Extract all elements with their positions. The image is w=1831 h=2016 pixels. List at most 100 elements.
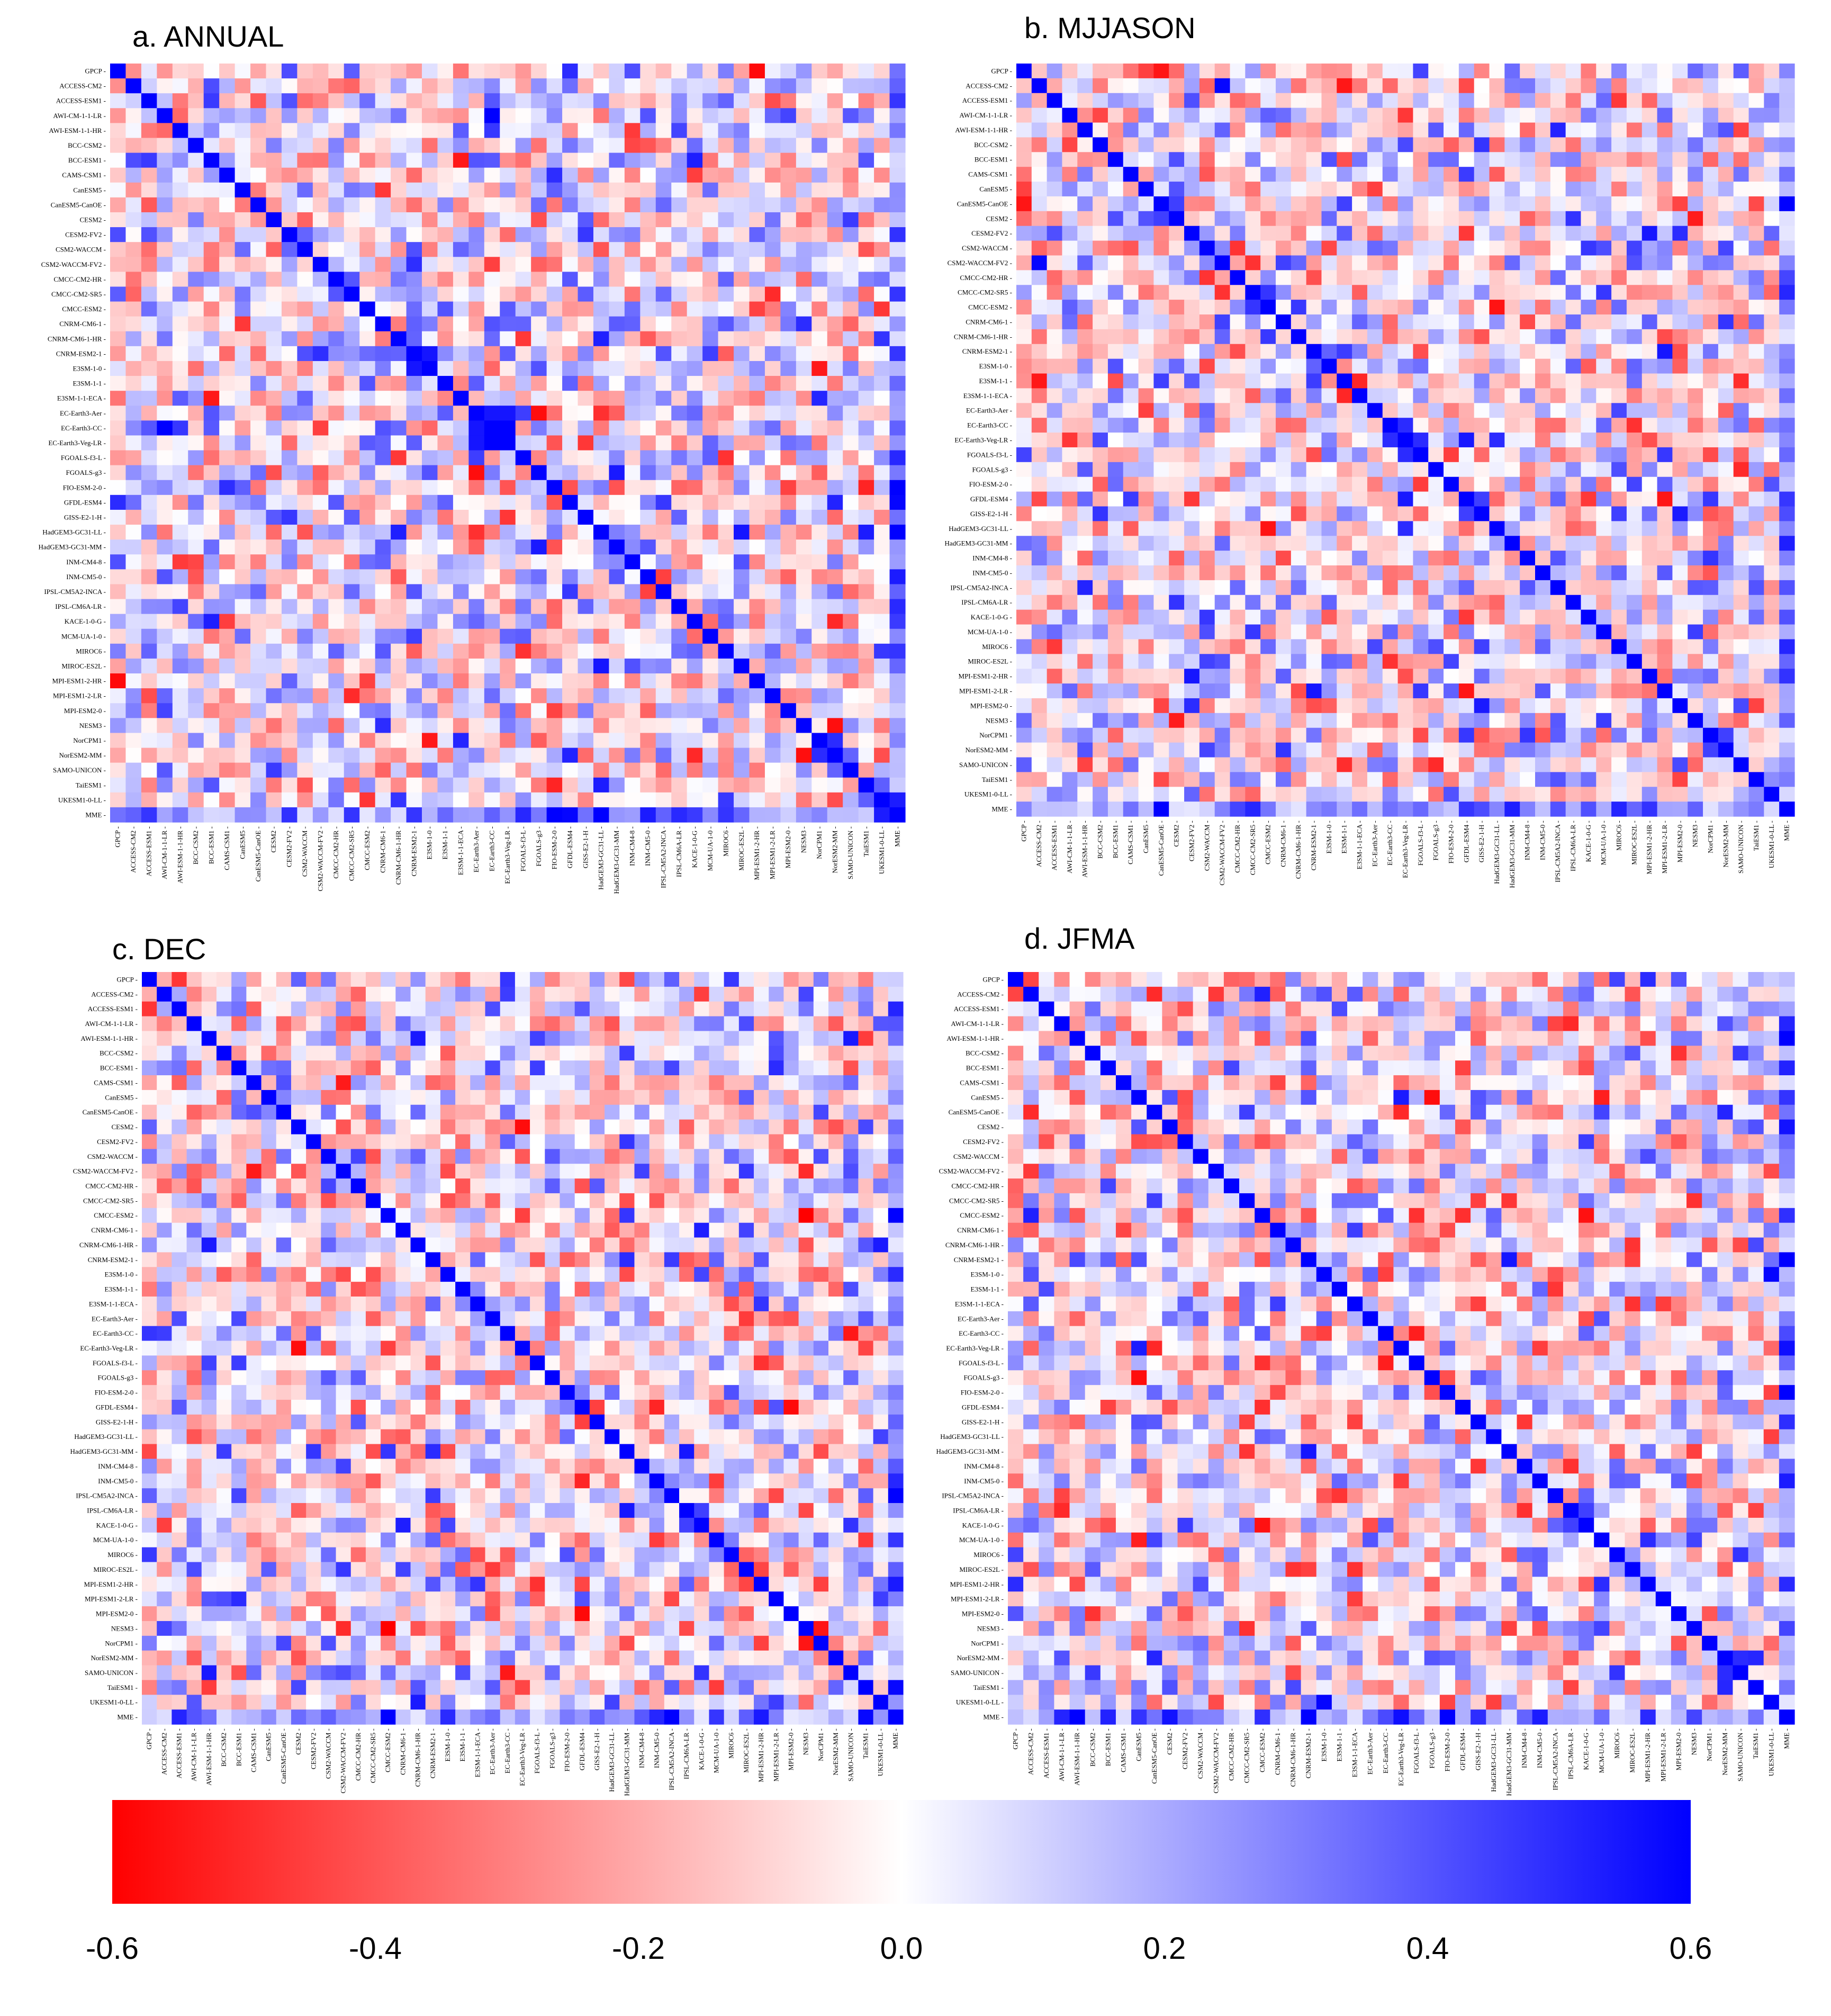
heatmap-cell	[1550, 551, 1566, 566]
heatmap-cell	[1764, 182, 1780, 197]
heatmap-cell	[157, 64, 173, 79]
heatmap-cell	[1688, 240, 1703, 256]
heatmap-cell	[1093, 137, 1108, 152]
heatmap-cell	[1611, 226, 1627, 241]
heatmap-cell	[827, 391, 843, 406]
heatmap-cell	[203, 152, 220, 168]
heatmap-cell	[1245, 182, 1261, 197]
heatmap-cell	[188, 152, 204, 168]
heatmap-cell	[1016, 182, 1032, 197]
heatmap-cell	[1703, 565, 1719, 581]
heatmap-cell	[1138, 580, 1154, 596]
heatmap-cell	[141, 599, 157, 615]
heatmap-cell	[1733, 314, 1749, 330]
heatmap-cell	[1093, 196, 1108, 212]
heatmap-cell	[562, 525, 579, 540]
heatmap-cell	[1260, 609, 1276, 625]
heatmap-cell	[1382, 64, 1399, 79]
heatmap-cell	[344, 718, 360, 734]
heatmap-cell	[889, 688, 906, 704]
heatmap-cell	[609, 331, 625, 347]
heatmap-cell	[889, 346, 906, 362]
heatmap-cell	[1504, 300, 1520, 315]
heatmap-cell	[1123, 521, 1139, 536]
heatmap-cell	[1596, 78, 1612, 94]
heatmap-cell	[484, 554, 500, 570]
heatmap-cell	[281, 376, 298, 391]
heatmap-cell	[1184, 683, 1200, 699]
x-tick-label: GPCP -	[114, 826, 122, 848]
heatmap-cell	[1489, 521, 1505, 536]
heatmap-cell	[266, 227, 282, 242]
heatmap-cell	[843, 138, 859, 154]
heatmap-cell	[1458, 609, 1475, 625]
heatmap-cell	[1321, 270, 1337, 285]
heatmap-cell	[1382, 595, 1399, 610]
heatmap-cell	[1596, 580, 1612, 596]
heatmap-cell	[1291, 433, 1307, 448]
heatmap-cell	[250, 123, 267, 139]
heatmap-cell	[734, 272, 750, 287]
heatmap-cell	[764, 301, 781, 317]
heatmap-cell	[500, 599, 516, 615]
heatmap-cell	[1184, 654, 1200, 669]
heatmap-cell	[734, 688, 750, 704]
heatmap-cell	[468, 628, 485, 644]
heatmap-cell	[484, 406, 500, 421]
heatmap-cell	[1444, 462, 1459, 478]
heatmap-cell	[125, 703, 142, 718]
heatmap-cell	[219, 78, 236, 94]
heatmap-cell	[312, 316, 329, 332]
heatmap-cell	[562, 93, 579, 109]
heatmap-cell	[1611, 270, 1627, 285]
heatmap-cell	[1291, 698, 1307, 714]
heatmap-cell	[500, 673, 516, 689]
heatmap-cell	[453, 792, 469, 808]
heatmap-cell	[1444, 226, 1459, 241]
heatmap-cell	[624, 242, 641, 257]
heatmap-cell	[515, 807, 531, 823]
heatmap-cell	[1535, 418, 1551, 433]
heatmap-cell	[312, 197, 329, 213]
x-tick-label: FGOALS-g3 -	[535, 826, 543, 866]
heatmap-cell	[1504, 93, 1520, 109]
heatmap-cell	[1153, 285, 1169, 300]
heatmap-cell	[1428, 491, 1444, 507]
heatmap-cell	[1352, 433, 1368, 448]
heatmap-cell	[671, 138, 688, 154]
heatmap-cell	[437, 599, 454, 615]
heatmap-cell	[1550, 403, 1566, 418]
heatmap-cell	[1413, 609, 1429, 625]
heatmap-cell	[1199, 447, 1215, 463]
heatmap-cell	[125, 316, 142, 332]
heatmap-cell	[515, 93, 531, 109]
heatmap-cell	[1641, 418, 1658, 433]
heatmap-cell	[110, 465, 127, 481]
heatmap-cell	[1489, 196, 1505, 212]
heatmap-cell	[858, 64, 874, 79]
heatmap-cell	[1153, 506, 1169, 521]
heatmap-cell	[1016, 255, 1032, 271]
heatmap-cell	[811, 108, 828, 123]
heatmap-cell	[1337, 639, 1352, 654]
heatmap-cell	[874, 257, 890, 272]
heatmap-cell	[593, 286, 610, 302]
heatmap-cell	[453, 78, 469, 94]
heatmap-cell	[1596, 713, 1612, 728]
heatmap-cell	[1245, 64, 1261, 79]
heatmap-cell	[344, 227, 360, 242]
heatmap-cell	[391, 718, 407, 734]
heatmap-cell	[1764, 344, 1780, 359]
heatmap-cell	[125, 108, 142, 123]
heatmap-cell	[1520, 358, 1536, 374]
heatmap-cell	[1535, 358, 1551, 374]
heatmap-cell	[1352, 196, 1368, 212]
heatmap-cell	[1123, 137, 1139, 152]
heatmap-cell	[344, 658, 360, 674]
heatmap-cell	[219, 346, 236, 362]
heatmap-cell	[1153, 314, 1169, 330]
heatmap-cell	[671, 599, 688, 615]
heatmap-cell	[780, 197, 797, 213]
heatmap-cell	[562, 494, 579, 510]
heatmap-cell	[671, 718, 688, 734]
